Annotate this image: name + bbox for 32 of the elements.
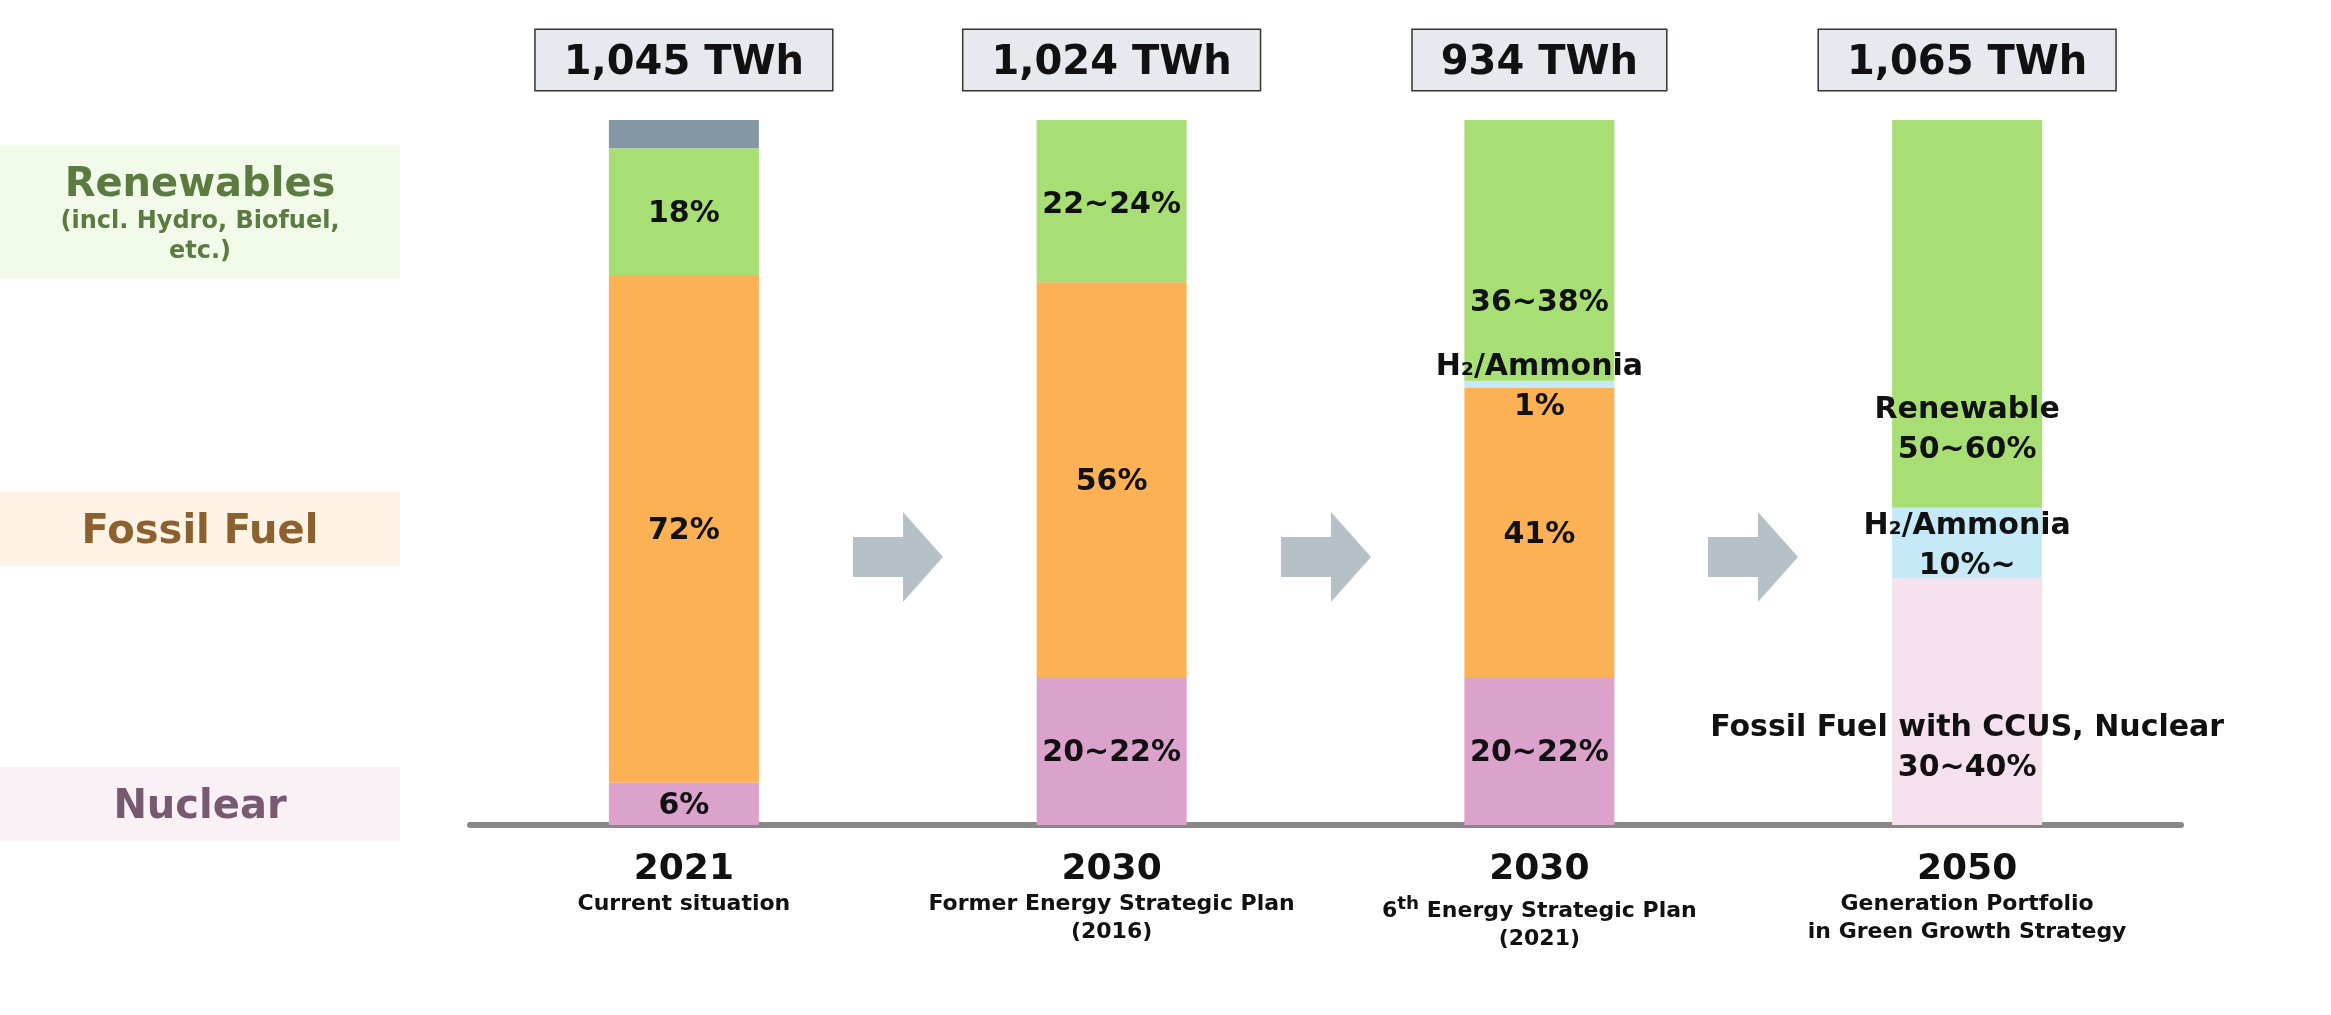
annotation: Fossil Fuel with CCUS, Nuclear 30~40% [1710, 707, 2225, 783]
annotation: 20~22% [1470, 733, 1609, 769]
bar [1464, 676, 1615, 825]
annotation: 36~38% [1470, 283, 1609, 319]
data-label: 18% [647, 194, 720, 230]
annotation: 1,024 TWh [991, 37, 1232, 83]
data-label: 6% [658, 786, 710, 822]
annotation: H₂/Ammonia 10%~ [1863, 505, 2071, 581]
annotation: 934 TWh [1440, 37, 1639, 83]
annotation: 20~22% [1042, 733, 1181, 769]
bar [1464, 380, 1615, 388]
bar [1036, 120, 1187, 283]
data-label: 41% [1503, 514, 1576, 550]
bar [1036, 676, 1187, 825]
bar [608, 148, 759, 276]
category-label: 2030 6$^{th}$ Energy Strategic Plan (2021) [1382, 846, 1697, 951]
x-tick-label: 2021 Current situation [576, 845, 792, 917]
annotation: 1,045 TWh [563, 37, 805, 83]
annotation: 1,065 TWh [1846, 37, 2088, 83]
bar [1464, 387, 1615, 677]
x-tick-label: 2030 Former Energy Strategic Plan (2016) [927, 845, 1296, 945]
text: Fossil Fuel [81, 505, 319, 552]
bar [608, 782, 759, 825]
text: Renewables (incl. Hydro, Biofuel, etc.) [60, 158, 340, 264]
annotation: 22~24% [1042, 184, 1181, 220]
bar [1036, 282, 1187, 677]
bar [608, 120, 759, 149]
data-label: 72% [647, 511, 720, 547]
bar [608, 275, 759, 783]
x-tick-label: 2050 Generation Portfolio in Green Growth Strategy [1806, 845, 2128, 945]
text: Nuclear [113, 780, 287, 827]
data-label: 56% [1075, 462, 1148, 498]
